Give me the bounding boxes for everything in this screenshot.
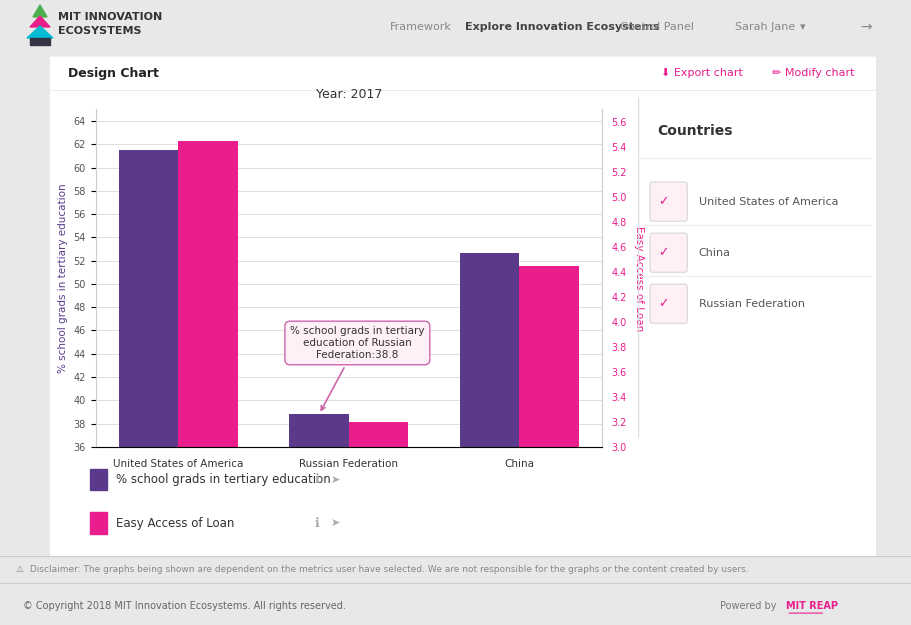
Text: ▾: ▾ bbox=[799, 22, 804, 32]
Text: ➤: ➤ bbox=[331, 474, 340, 484]
Text: Control Panel: Control Panel bbox=[619, 22, 693, 32]
Text: ✓: ✓ bbox=[658, 298, 668, 311]
Polygon shape bbox=[33, 5, 47, 17]
Bar bbox=[90, 512, 107, 534]
Text: © Copyright 2018 MIT Innovation Ecosystems. All rights reserved.: © Copyright 2018 MIT Innovation Ecosyste… bbox=[23, 601, 345, 611]
Text: MIT INNOVATION: MIT INNOVATION bbox=[58, 12, 162, 22]
Text: ℹ: ℹ bbox=[314, 473, 319, 486]
FancyBboxPatch shape bbox=[650, 182, 687, 221]
Text: Easy Access of Loan: Easy Access of Loan bbox=[117, 517, 234, 529]
Text: Powered by: Powered by bbox=[720, 601, 779, 611]
Text: ✏ Modify chart: ✏ Modify chart bbox=[772, 68, 854, 78]
Text: ⚠  Disclaimer: The graphs being shown are dependent on the metrics user have sel: ⚠ Disclaimer: The graphs being shown are… bbox=[16, 566, 748, 574]
Text: ⬇ Export chart: ⬇ Export chart bbox=[660, 68, 742, 79]
Text: United States of America: United States of America bbox=[698, 197, 837, 207]
Text: ✓: ✓ bbox=[658, 246, 668, 259]
Polygon shape bbox=[27, 26, 53, 38]
Bar bbox=[459, 253, 518, 625]
Y-axis label: Easy Access of Loan: Easy Access of Loan bbox=[633, 226, 643, 331]
Text: ✓: ✓ bbox=[658, 195, 668, 208]
Text: Design Chart: Design Chart bbox=[68, 67, 159, 80]
FancyBboxPatch shape bbox=[42, 86, 883, 561]
Text: Explore Innovation Ecosystems: Explore Innovation Ecosystems bbox=[465, 22, 659, 32]
Text: Countries: Countries bbox=[656, 124, 732, 138]
Text: % school grads in tertiary education: % school grads in tertiary education bbox=[117, 473, 331, 486]
Text: →: → bbox=[859, 20, 871, 34]
Bar bbox=[289, 414, 349, 625]
Text: Framework: Framework bbox=[390, 22, 451, 32]
Bar bbox=[179, 141, 238, 625]
Text: China: China bbox=[698, 248, 730, 258]
Bar bbox=[518, 266, 578, 625]
Polygon shape bbox=[30, 16, 50, 27]
FancyBboxPatch shape bbox=[650, 284, 687, 323]
FancyBboxPatch shape bbox=[650, 233, 687, 272]
Title: Year: 2017: Year: 2017 bbox=[315, 88, 382, 101]
Bar bbox=[30, 38, 50, 45]
Text: ECOSYSTEMS: ECOSYSTEMS bbox=[58, 26, 141, 36]
FancyBboxPatch shape bbox=[34, 56, 891, 91]
Text: ➤: ➤ bbox=[331, 518, 340, 528]
Text: Russian Federation: Russian Federation bbox=[698, 299, 804, 309]
Bar bbox=[90, 469, 107, 490]
Bar bbox=[118, 150, 179, 625]
Bar bbox=[349, 422, 408, 625]
Text: Sarah Jane: Sarah Jane bbox=[734, 22, 794, 32]
Text: MIT REAP: MIT REAP bbox=[785, 601, 837, 611]
Y-axis label: % school grads in tertiary education: % school grads in tertiary education bbox=[58, 183, 68, 373]
Text: ℹ: ℹ bbox=[314, 517, 319, 529]
Text: % school grads in tertiary
education of Russian
Federation:38.8: % school grads in tertiary education of … bbox=[290, 326, 425, 410]
